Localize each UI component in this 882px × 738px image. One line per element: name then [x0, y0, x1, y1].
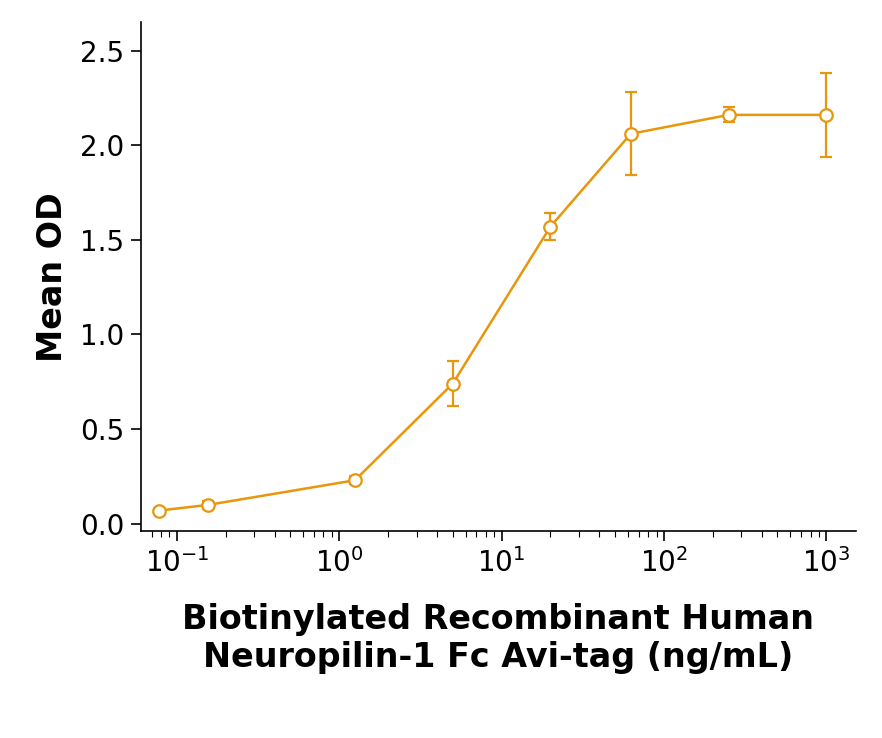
- Y-axis label: Mean OD: Mean OD: [36, 192, 69, 362]
- X-axis label: Biotinylated Recombinant Human
Neuropilin-1 Fc Avi-tag (ng/mL): Biotinylated Recombinant Human Neuropili…: [183, 603, 814, 674]
